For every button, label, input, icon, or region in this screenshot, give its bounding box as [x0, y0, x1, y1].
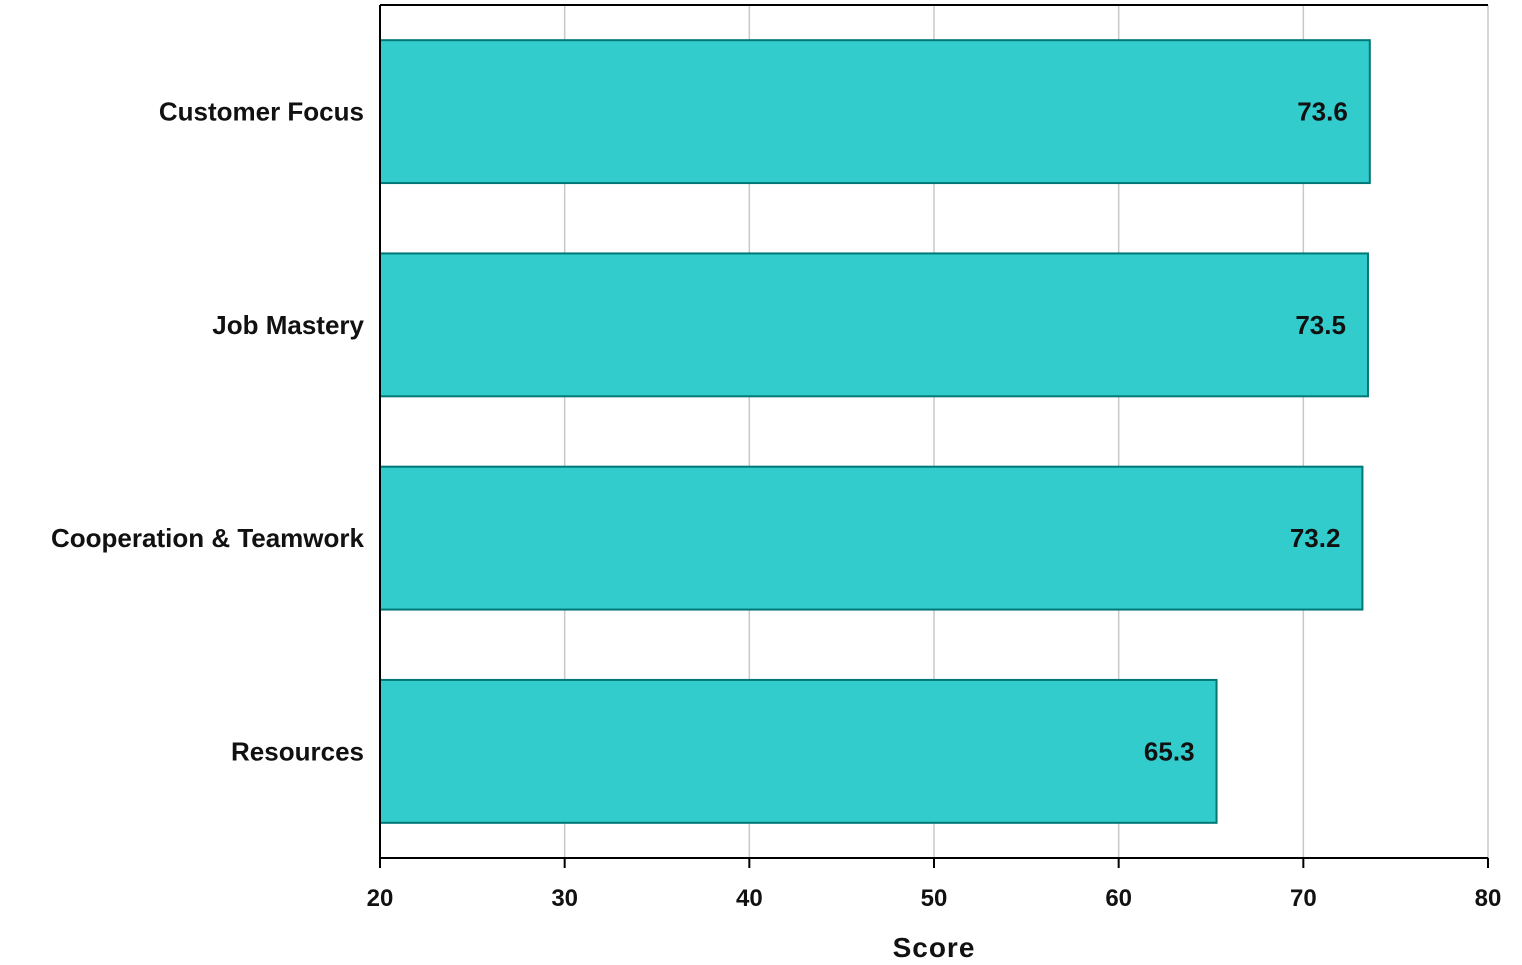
bar [379, 465, 1364, 611]
x-tick-label: 80 [1475, 885, 1502, 912]
labels: 20 30 40 50 60 70 80 73.6 Customer Focus 73.5 Job … [51, 97, 1501, 912]
bar-value-label: 73.2 [1290, 523, 1341, 553]
axes [379, 4, 1489, 868]
bar-value-label: 73.5 [1295, 310, 1346, 340]
x-tick-label: 30 [551, 885, 578, 912]
x-tick-label: 20 [367, 885, 394, 912]
category-label: Resources [231, 736, 364, 766]
category-label: Job Mastery [212, 310, 364, 340]
category-label: Cooperation & Teamwork [51, 523, 365, 553]
bar [379, 678, 1218, 824]
bar-value-label: 65.3 [1144, 736, 1195, 766]
category-label: Customer Focus [159, 97, 364, 127]
x-tick-label: 40 [736, 885, 763, 912]
bar-value-label: 73.6 [1297, 97, 1348, 127]
bar [379, 252, 1369, 398]
x-tick-label: 50 [921, 885, 948, 912]
bars [379, 39, 1371, 824]
x-tick-label: 60 [1105, 885, 1132, 912]
bar [379, 39, 1371, 185]
x-axis-title: Score [893, 932, 976, 963]
x-tick-label: 70 [1290, 885, 1317, 912]
